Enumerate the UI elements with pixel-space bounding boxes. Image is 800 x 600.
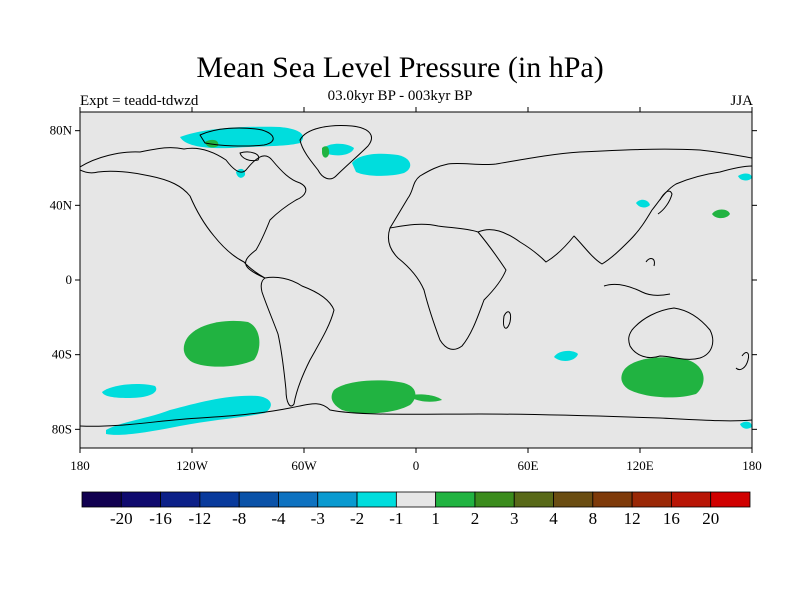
anomaly-shading — [102, 126, 752, 435]
anomaly-region-japan-sea — [636, 199, 650, 208]
map-title: Mean Sea Level Pressure (in hPa) — [196, 51, 604, 84]
coastline-greenland — [299, 125, 372, 180]
colorbar-swatch — [671, 491, 712, 508]
anomaly-region-south-atlantic-tail — [412, 394, 442, 402]
map-subtitle: 03.0kyr BP - 003kyr BP — [327, 88, 473, 104]
lon-tick-label: 120E — [626, 458, 654, 473]
colorbar-label: -16 — [149, 509, 172, 528]
colorbar-swatch — [81, 491, 122, 508]
colorbar-swatch — [199, 491, 240, 508]
colorbar-swatch — [317, 491, 358, 508]
lon-tick-label: 180 — [742, 458, 762, 473]
anomaly-region-pacific-ne — [738, 173, 752, 181]
colorbar-label: 12 — [624, 509, 641, 528]
anomaly-region-greenland-east — [325, 143, 354, 156]
coastlines — [80, 125, 752, 427]
colorbar-swatch — [631, 491, 672, 508]
colorbar: -20 -16 -12 -8 -4 -3 -2 -1 1 2 3 4 8 12 16 20 — [81, 491, 751, 528]
colorbar-label: -2 — [350, 509, 364, 528]
coastline-asia — [477, 165, 752, 265]
anomaly-region-north-pacific — [712, 209, 730, 219]
coastline-canadian-arctic — [199, 127, 274, 162]
colorbar-swatch — [356, 491, 397, 508]
colorbar-swatch — [592, 491, 633, 508]
anomaly-region-antarctic-east — [740, 421, 752, 429]
lat-tick-label: 40S — [52, 347, 72, 362]
colorbar-label: 2 — [471, 509, 480, 528]
colorbar-swatch — [474, 491, 515, 508]
colorbar-swatch — [238, 491, 279, 508]
colorbar-label: 8 — [589, 509, 598, 528]
colorbar-swatch — [395, 491, 437, 508]
anomaly-region-south-pacific — [102, 384, 157, 398]
lat-tick-label: 80S — [52, 421, 72, 436]
colorbar-label: -20 — [110, 509, 133, 528]
longitude-axis: 180 120W 60W 0 60E 120E 180 — [70, 107, 762, 473]
anomaly-region-southeast-pacific — [183, 320, 260, 367]
colorbar-label: 20 — [702, 509, 719, 528]
experiment-label: Expt = teadd-tdwzd — [80, 93, 199, 109]
lat-tick-label: 80N — [50, 123, 73, 138]
lon-tick-label: 0 — [413, 458, 420, 473]
colorbar-swatch — [278, 491, 319, 508]
coastline-africa — [387, 223, 507, 350]
colorbar-swatch — [160, 491, 201, 508]
colorbar-label: 16 — [663, 509, 680, 528]
colorbar-swatch — [435, 491, 476, 508]
coastline-australia — [628, 307, 714, 360]
anomaly-region-greenland-sea — [352, 153, 411, 176]
latitude-axis: 80N 40N 0 40S 80S — [50, 123, 757, 436]
colorbar-label: -1 — [389, 509, 403, 528]
lon-tick-label: 60E — [518, 458, 539, 473]
coastline-antarctica — [80, 403, 752, 427]
anomaly-region-ross-sea — [106, 395, 271, 435]
colorbar-swatch — [120, 491, 161, 508]
coastline-indonesia — [603, 258, 671, 296]
anomaly-region-south-atlantic — [331, 380, 416, 414]
colorbar-swatch — [710, 491, 751, 508]
lon-tick-label: 60W — [291, 458, 317, 473]
anomaly-region-indian-ocean — [554, 350, 578, 361]
coastline-japan — [657, 190, 673, 215]
season-label: JJA — [730, 93, 753, 109]
colorbar-swatch — [513, 491, 554, 508]
colorbar-label: 3 — [510, 509, 519, 528]
lon-tick-label: 180 — [70, 458, 90, 473]
colorbar-label: -3 — [311, 509, 325, 528]
coastline-north-america — [80, 147, 307, 279]
lat-tick-label: 0 — [66, 272, 73, 287]
colorbar-label: -4 — [271, 509, 286, 528]
colorbar-swatch — [553, 491, 594, 508]
coastline-new-zealand — [735, 352, 749, 371]
coastline-madagascar — [503, 311, 511, 329]
lat-tick-label: 40N — [50, 197, 73, 212]
lon-tick-label: 120W — [176, 458, 209, 473]
colorbar-label: -8 — [232, 509, 246, 528]
coastline-south-america — [260, 276, 335, 407]
colorbar-label: 4 — [549, 509, 558, 528]
anomaly-region-greenland-ice — [322, 146, 330, 158]
coastline-europe — [389, 148, 752, 229]
anomaly-region-southern-indian — [621, 357, 704, 398]
colorbar-label: 1 — [431, 509, 440, 528]
colorbar-label: -12 — [189, 509, 212, 528]
